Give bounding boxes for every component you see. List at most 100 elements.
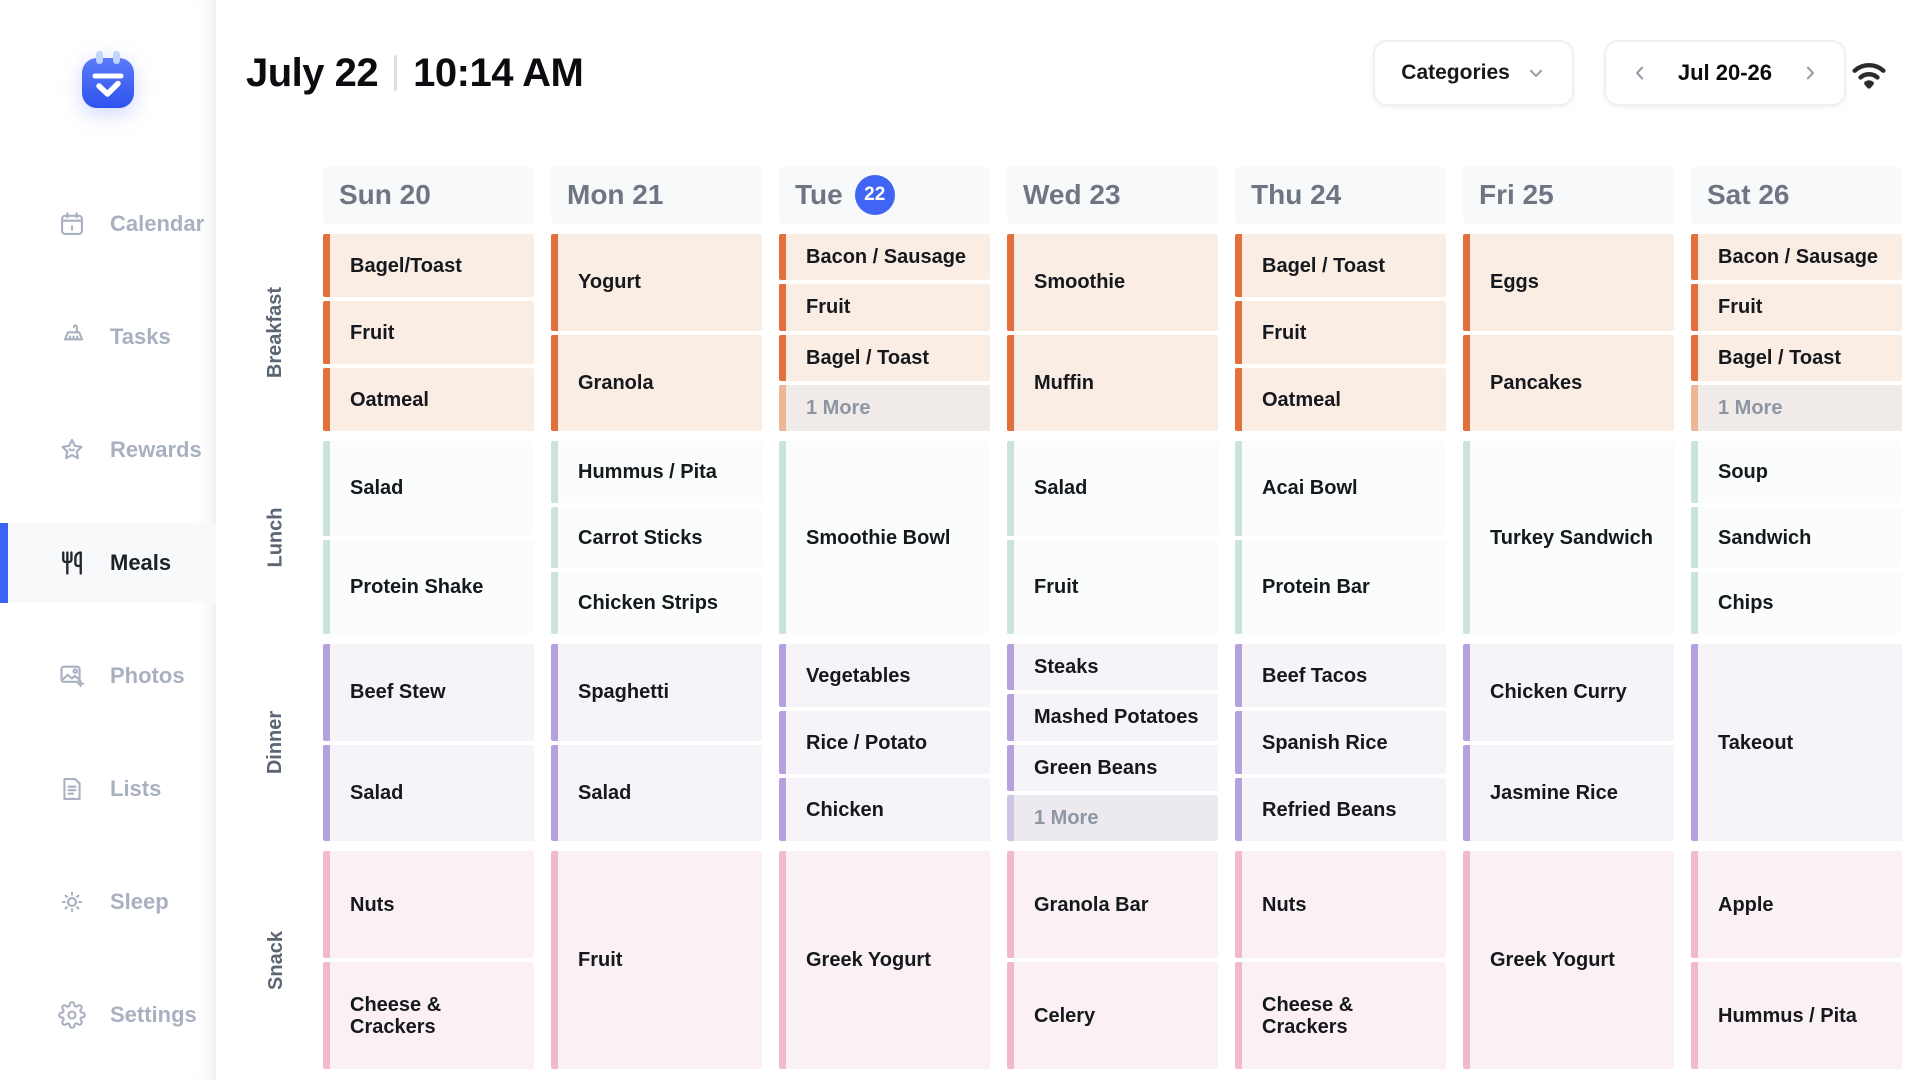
meal-item[interactable]: Salad — [551, 744, 762, 841]
meal-item[interactable]: Green Beans — [1007, 744, 1218, 791]
meal-item-label: Turkey Sandwich — [1490, 526, 1654, 549]
meal-item[interactable]: Fruit — [1691, 284, 1902, 331]
meal-item[interactable]: Cheese & Crackers — [323, 962, 534, 1069]
meal-item[interactable]: Rice / Potato — [779, 711, 990, 774]
meal-item[interactable]: Protein Bar — [1235, 539, 1446, 634]
meal-item-label: Fruit — [1718, 296, 1763, 319]
meal-item[interactable]: Fruit — [323, 301, 534, 364]
meal-item[interactable]: Smoothie Bowl — [779, 441, 990, 634]
meal-item[interactable]: Jasmine Rice — [1463, 744, 1674, 841]
sidebar-item-photos[interactable]: Photos — [0, 636, 216, 716]
meal-item[interactable]: Granola Bar — [1007, 851, 1218, 958]
meal-cell-snack: Greek Yogurt — [779, 851, 990, 1069]
meal-item[interactable]: Spanish Rice — [1235, 711, 1446, 774]
meal-item[interactable]: Cheese & Crackers — [1235, 962, 1446, 1069]
meal-item[interactable]: Salad — [323, 441, 534, 536]
meal-item[interactable]: Fruit — [779, 284, 990, 331]
meal-item[interactable]: Bacon / Sausage — [779, 234, 990, 281]
more-items-button[interactable]: 1 More — [1691, 384, 1902, 431]
categories-dropdown-button[interactable]: Categories — [1373, 40, 1574, 106]
sidebar-item-label: Tasks — [110, 324, 171, 349]
meal-item[interactable]: Mashed Potatoes — [1007, 694, 1218, 741]
meal-item[interactable]: Refried Beans — [1235, 778, 1446, 841]
meal-cell-lunch: Salad Fruit — [1007, 441, 1218, 634]
sidebar-item-rewards[interactable]: Rewards — [0, 410, 216, 490]
meal-item[interactable]: Bagel / Toast — [779, 334, 990, 381]
meal-item[interactable]: Oatmeal — [1235, 368, 1446, 431]
meal-item[interactable]: Sandwich — [1691, 506, 1902, 569]
meal-item-label: 1 More — [806, 396, 871, 419]
meal-cell-dinner: Takeout — [1691, 644, 1902, 841]
meal-item[interactable]: Nuts — [1235, 851, 1446, 958]
week-navigator: Jul 20-26 — [1603, 40, 1846, 106]
meal-item[interactable]: Takeout — [1691, 644, 1902, 841]
meal-item[interactable]: Bagel / Toast — [1691, 334, 1902, 381]
meal-item-label: Eggs — [1490, 271, 1539, 294]
day-header-thu[interactable]: Thu 24 — [1235, 166, 1446, 224]
meal-item[interactable]: Steaks — [1007, 644, 1218, 691]
meal-item[interactable]: Fruit — [551, 851, 762, 1069]
meal-item[interactable]: Muffin — [1007, 334, 1218, 431]
meal-item-label: Cheese & Crackers — [1262, 993, 1354, 1038]
meal-item[interactable]: Vegetables — [779, 644, 990, 707]
sidebar-item-sleep[interactable]: Sleep — [0, 862, 216, 942]
chevron-right-icon[interactable] — [1800, 63, 1820, 83]
meal-item[interactable]: Hummus / Pita — [1691, 962, 1902, 1069]
meal-item[interactable]: Bagel/Toast — [323, 234, 534, 297]
meal-item[interactable]: Fruit — [1235, 301, 1446, 364]
meal-item[interactable]: Fruit — [1007, 539, 1218, 634]
meal-item[interactable]: Bacon / Sausage — [1691, 234, 1902, 281]
more-items-button[interactable]: 1 More — [779, 384, 990, 431]
day-header-sat[interactable]: Sat 26 — [1691, 166, 1902, 224]
meal-item[interactable]: Protein Shake — [323, 539, 534, 634]
meal-item[interactable]: Salad — [1007, 441, 1218, 536]
meal-item[interactable]: Chicken — [779, 778, 990, 841]
meal-item-label: Bagel / Toast — [1718, 346, 1841, 369]
meal-item[interactable]: Hummus / Pita — [551, 441, 762, 503]
meal-item[interactable]: Bagel / Toast — [1235, 234, 1446, 297]
meal-item-label: Oatmeal — [1262, 388, 1341, 411]
meal-item[interactable]: Carrot Sticks — [551, 506, 762, 569]
day-header-mon[interactable]: Mon 21 — [551, 166, 762, 224]
meal-cell-breakfast: Eggs Pancakes — [1463, 234, 1674, 431]
meal-item[interactable]: Turkey Sandwich — [1463, 441, 1674, 634]
meal-item[interactable]: Apple — [1691, 851, 1902, 958]
day-header-sun[interactable]: Sun 20 — [323, 166, 534, 224]
sidebar-item-lists[interactable]: Lists — [0, 749, 216, 829]
chevron-left-icon[interactable] — [1630, 63, 1650, 83]
sidebar-item-meals[interactable]: Meals — [0, 523, 216, 603]
day-header-wed[interactable]: Wed 23 — [1007, 166, 1218, 224]
day-header-fri[interactable]: Fri 25 — [1463, 166, 1674, 224]
meal-item[interactable]: Yogurt — [551, 234, 762, 331]
meal-item-label: Protein Shake — [350, 575, 484, 598]
meal-item[interactable]: Nuts — [323, 851, 534, 958]
broom-icon — [58, 323, 86, 351]
meal-item[interactable]: Celery — [1007, 962, 1218, 1069]
meal-item[interactable]: Eggs — [1463, 234, 1674, 331]
meal-item[interactable]: Chips — [1691, 572, 1902, 635]
sidebar-item-tasks[interactable]: Tasks — [0, 297, 216, 377]
more-items-button[interactable]: 1 More — [1007, 794, 1218, 841]
meal-item[interactable]: Beef Tacos — [1235, 644, 1446, 707]
meal-item-label: Oatmeal — [350, 388, 429, 411]
meal-item[interactable]: Oatmeal — [323, 368, 534, 431]
meal-item[interactable]: Soup — [1691, 441, 1902, 503]
day-header-tue[interactable]: Tue 22 — [779, 166, 990, 224]
meal-item[interactable]: Smoothie — [1007, 234, 1218, 331]
sidebar-item-settings[interactable]: Settings — [0, 975, 216, 1055]
sidebar-item-calendar[interactable]: Calendar — [0, 184, 216, 264]
sidebar-item-label: Calendar — [110, 211, 205, 236]
meal-item[interactable]: Beef Stew — [323, 644, 534, 741]
meal-item-label: Smoothie — [1034, 271, 1126, 294]
meal-item[interactable]: Greek Yogurt — [779, 851, 990, 1069]
meal-item[interactable]: Pancakes — [1463, 334, 1674, 431]
meal-item[interactable]: Chicken Strips — [551, 572, 762, 635]
meal-item[interactable]: Salad — [323, 744, 534, 841]
meal-item[interactable]: Greek Yogurt — [1463, 851, 1674, 1069]
meal-item[interactable]: Spaghetti — [551, 644, 762, 741]
meal-item[interactable]: Acai Bowl — [1235, 441, 1446, 536]
meal-item[interactable]: Chicken Curry — [1463, 644, 1674, 741]
meal-item-label: Bagel / Toast — [1262, 254, 1385, 277]
meal-item[interactable]: Granola — [551, 334, 762, 431]
topbar-controls: Categories Jul 20-26 — [1373, 40, 1902, 106]
